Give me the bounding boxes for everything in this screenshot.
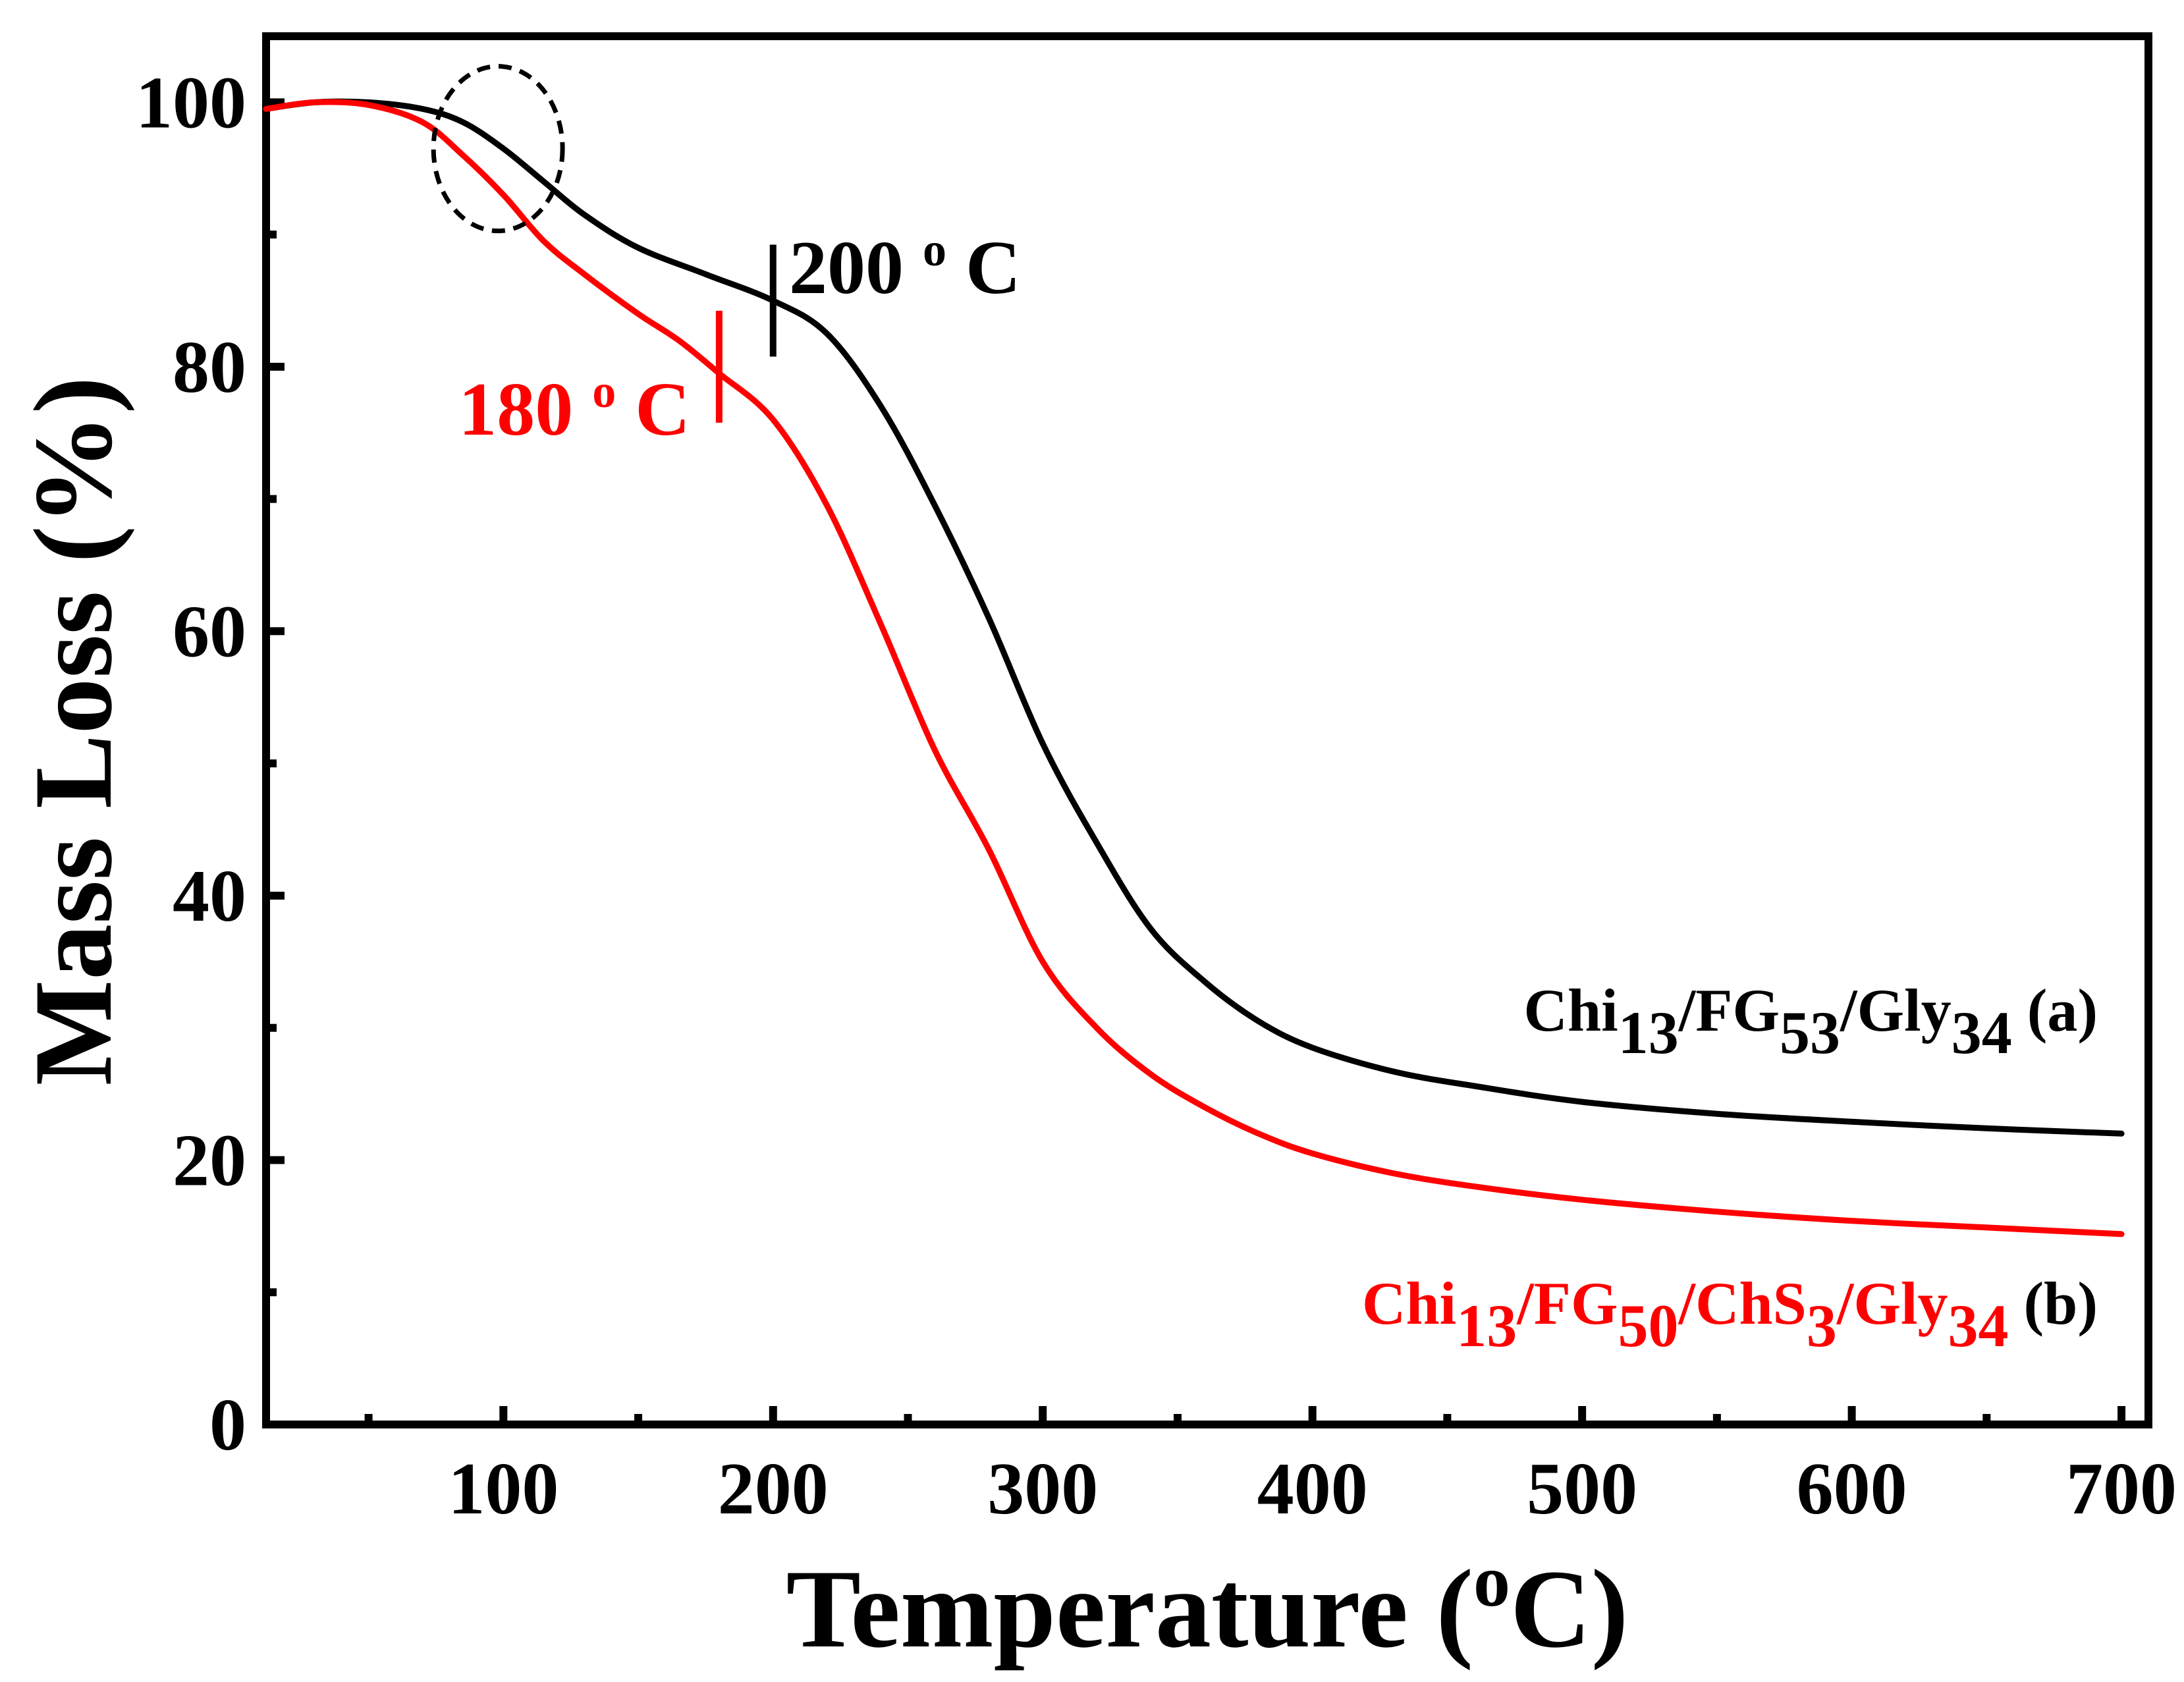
y-tick-label: 40 (173, 855, 246, 937)
y-tick-label: 80 (173, 327, 246, 408)
y-tick-label: 0 (209, 1384, 246, 1466)
label-layer: Temperature (oC) Mass Loss (%) Chi13/FG53/… (11, 377, 2098, 1671)
y-tick-label: 60 (173, 591, 246, 672)
y-tick-label: 100 (136, 62, 246, 144)
series-label-a: Chi13/FG53/Gly34 (a) (1524, 977, 2098, 1066)
x-axis-title: Temperature (oC) (786, 1540, 1629, 1671)
series-line-b (263, 99, 2125, 1237)
annotation-layer: 200 o C 180 o C (431, 64, 1021, 452)
y-axis-title: Mass Loss (%) (11, 377, 135, 1086)
x-tick-label: 500 (1527, 1448, 1637, 1530)
plot-frame (262, 32, 2152, 1428)
series-line-a (263, 98, 2125, 1137)
x-tick-label: 100 (448, 1448, 559, 1530)
highlight-circle (431, 64, 565, 234)
onset-label-onset-a: 200 o C (789, 223, 1021, 310)
x-tick-label: 700 (2066, 1448, 2177, 1530)
series-label-b: Chi13/FG50/ChS3/Gly34 (b) (1362, 1270, 2098, 1359)
x-tick-label: 600 (1797, 1448, 1907, 1530)
axis-ticks: 100 200 300 400 500 600 700 0 20 40 60 80 100 (136, 62, 2177, 1530)
x-tick-label: 400 (1257, 1448, 1368, 1530)
series-layer (263, 98, 2125, 1237)
x-tick-label: 300 (987, 1448, 1098, 1530)
x-tick-label: 200 (718, 1448, 829, 1530)
onset-label-onset-b: 180 o C (458, 365, 690, 452)
y-tick-label: 20 (173, 1120, 246, 1201)
